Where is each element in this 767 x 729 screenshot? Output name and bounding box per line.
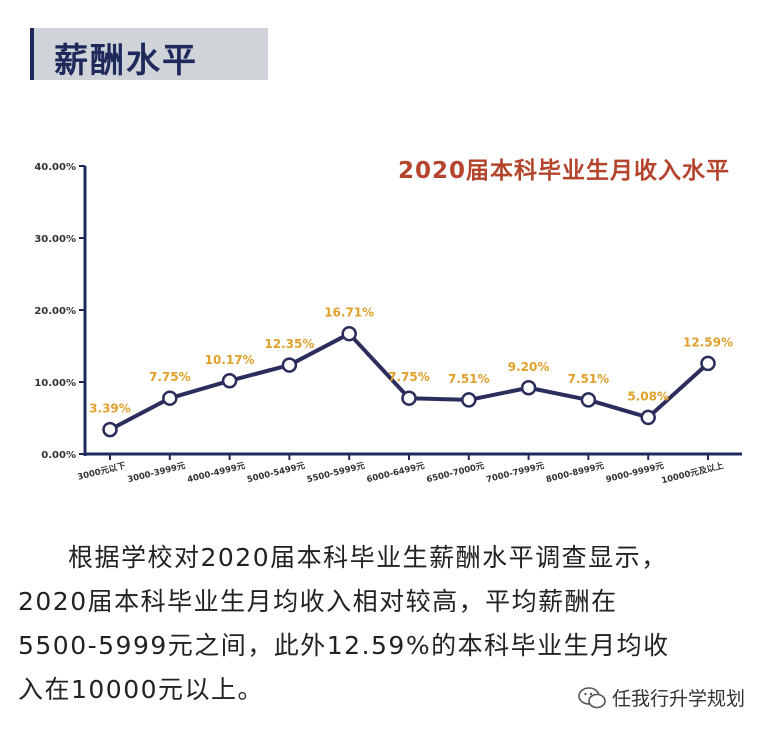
paragraph-line-4: 入在10000元以上。 (18, 675, 265, 704)
x-tick-label: 7000-7999元 (485, 461, 545, 485)
data-point (162, 390, 178, 406)
data-label: 9.20% (508, 360, 550, 374)
data-point (341, 325, 357, 342)
data-label: 16.71% (324, 306, 374, 320)
x-tick-label: 6500-7000元 (426, 461, 486, 485)
y-tick-label: 20.00% (34, 306, 76, 317)
paragraph-line-3: 5500-5999元之间，此外12.59%的本科毕业生月均收 (18, 631, 670, 660)
chart-title: 2020届本科毕业生月收入水平 (398, 157, 730, 184)
x-tick-label: 3000元以下 (77, 461, 128, 483)
data-label: 12.35% (264, 337, 314, 351)
section-header-bar (30, 28, 268, 80)
x-tick-label: 8000-8999元 (545, 461, 605, 485)
data-point (700, 355, 716, 372)
data-label: 7.75% (388, 370, 430, 384)
data-point (640, 409, 656, 426)
data-point (520, 380, 537, 396)
y-tick-label: 0.00% (41, 450, 76, 461)
summary-paragraph: 根据学校对2020届本科毕业生薪酬水平调查显示， 2020届本科毕业生月均收入相… (18, 536, 758, 712)
data-label: 7.75% (149, 370, 191, 384)
data-point (461, 392, 477, 408)
x-tick-label: 6000-6499元 (366, 461, 426, 485)
x-tick-label: 9000-9999元 (605, 461, 665, 485)
watermark: 任我行升学规划 (578, 684, 745, 711)
x-tick-label: 4000-4999元 (186, 461, 246, 485)
y-tick-label: 30.00% (34, 234, 76, 245)
data-point (580, 392, 597, 408)
data-point (102, 421, 118, 438)
watermark-text: 任我行升学规划 (611, 688, 745, 710)
data-label: 5.08% (627, 389, 669, 403)
data-point (401, 390, 417, 406)
section-header-accent (30, 28, 34, 80)
x-tick-label: 5000-5499元 (246, 461, 306, 485)
y-tick-label: 40.00% (34, 162, 76, 173)
data-label: 7.51% (568, 372, 610, 386)
data-label: 7.51% (448, 372, 490, 386)
wechat-icon (578, 686, 606, 708)
data-label: 3.39% (89, 402, 131, 416)
section-title: 薪酬水平 (54, 41, 198, 81)
data-point (281, 357, 298, 373)
paragraph-line-2: 2020届本科毕业生月均收入相对较高，平均薪酬在 (18, 587, 618, 616)
data-label: 10.17% (205, 353, 255, 367)
x-tick-label: 10000元及以上 (660, 460, 725, 486)
data-label: 12.59% (683, 335, 733, 349)
x-tick-label: 5500-5999元 (306, 461, 366, 485)
data-point (221, 373, 238, 389)
paragraph-line-1: 根据学校对2020届本科毕业生薪酬水平调查显示， (68, 543, 668, 572)
x-tick-label: 3000-3999元 (127, 461, 187, 485)
y-tick-label: 10.00% (34, 378, 76, 389)
line-chart: 2020届本科毕业生月收入水平 0.00% 10.00% 20.00% 30.00% 4… (34, 157, 742, 486)
